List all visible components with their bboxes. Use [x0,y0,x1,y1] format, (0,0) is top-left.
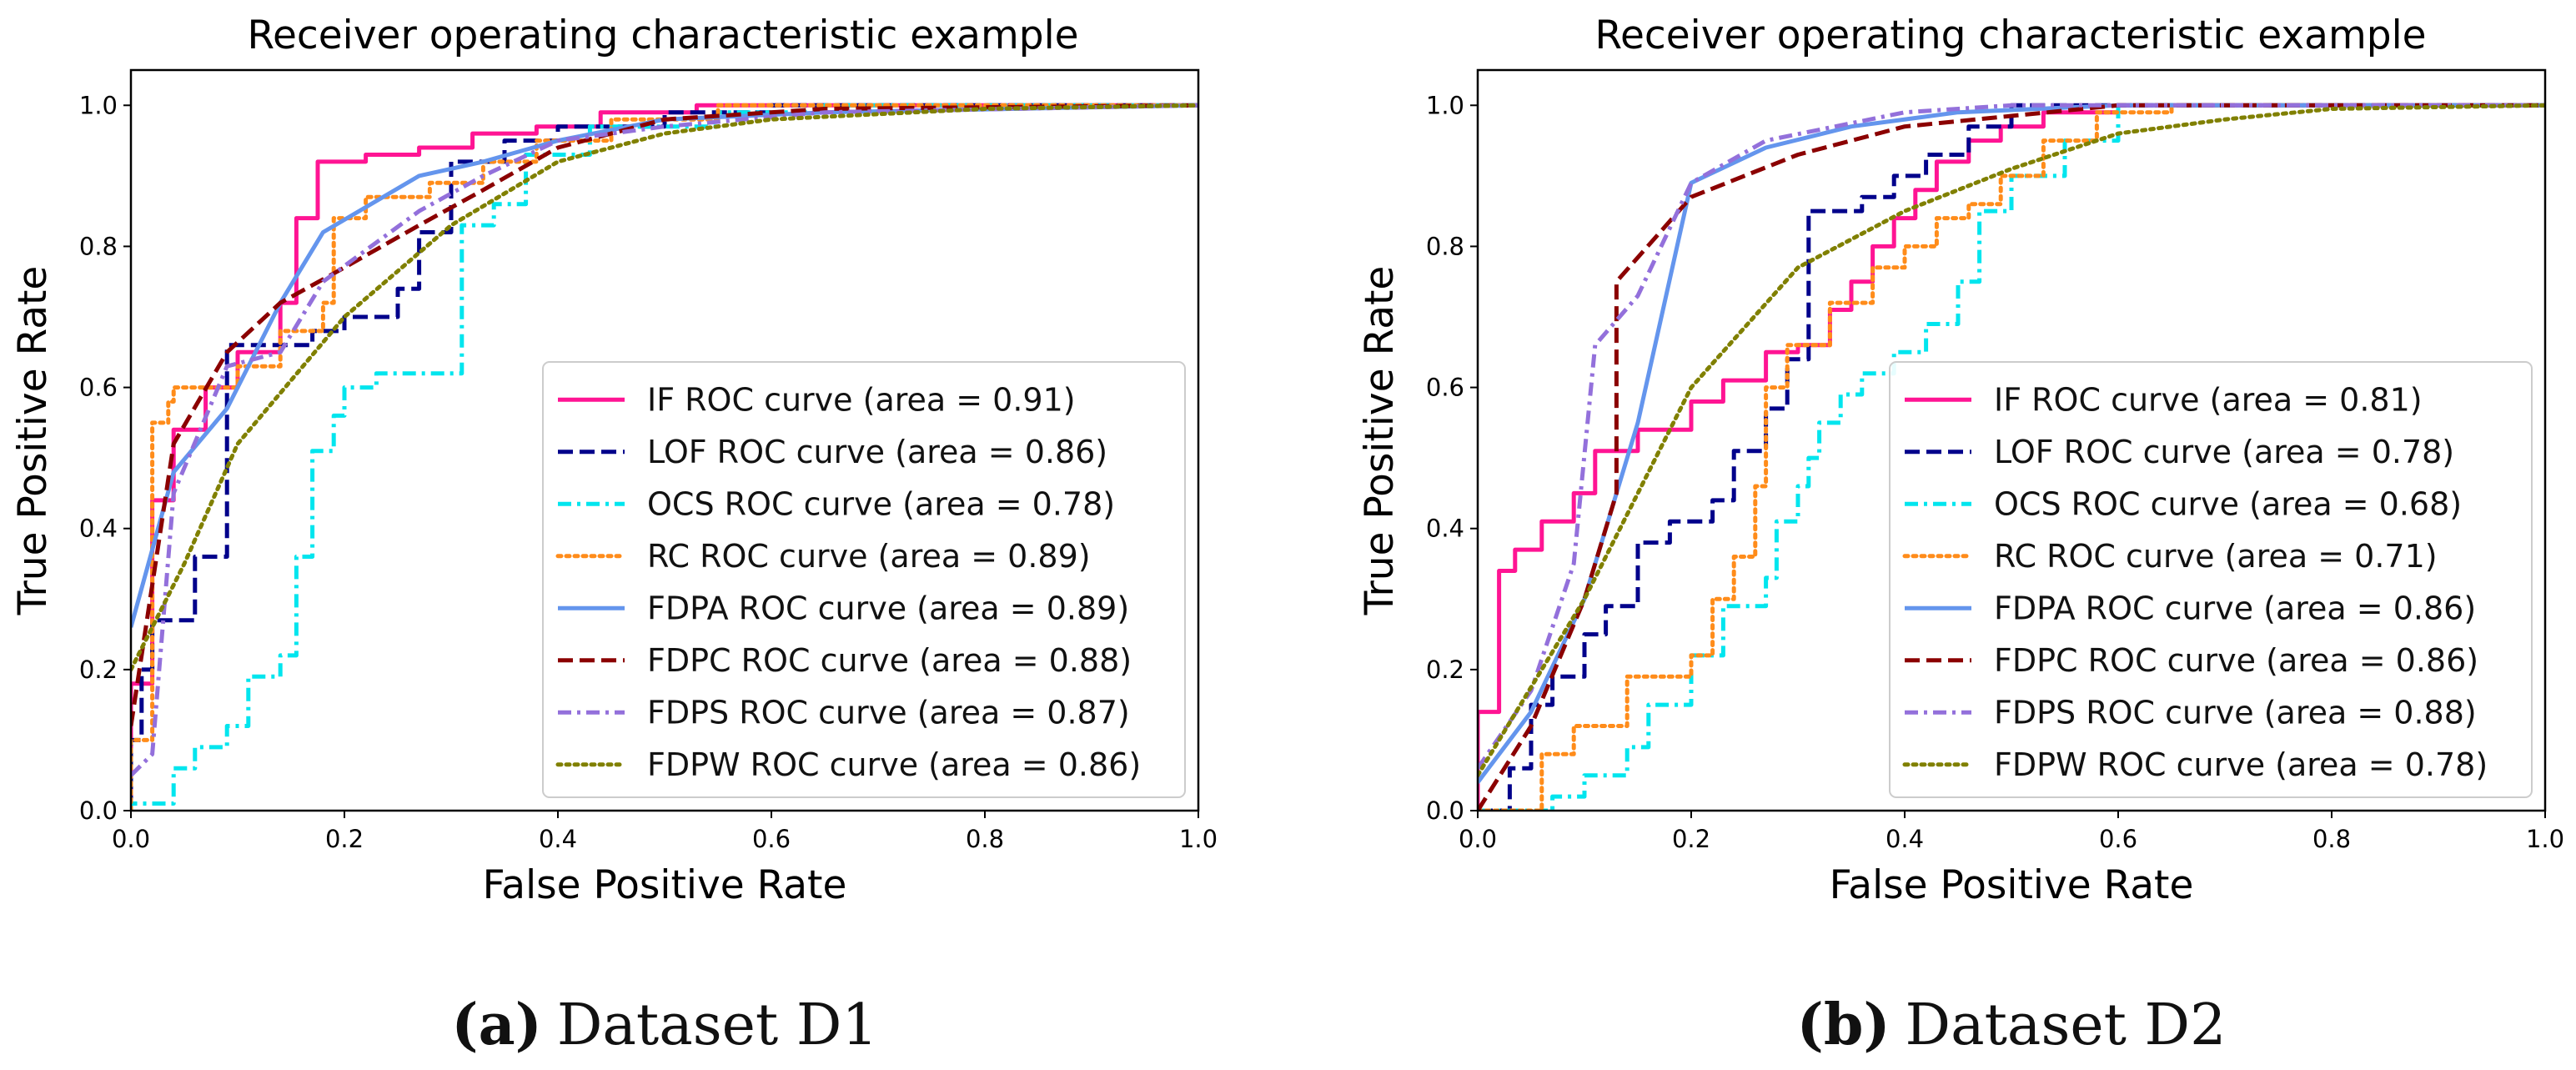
legend: IF ROC curve (area = 0.91) LOF ROC curve … [542,361,1186,798]
y-axis-label: True Positive Rate [10,266,56,616]
series-fdps-line [1478,103,2545,770]
y-tick-label: 0.6 [1426,374,1464,402]
y-axis-label: True Positive Rate [1357,266,1403,616]
y-tick-label: 0.0 [1426,796,1464,825]
legend-label-if: IF ROC curve (area = 0.91) [647,381,1076,418]
x-tick-label: 0.2 [325,825,364,853]
caption-b: (b) Dataset D2 [1797,992,2227,1058]
chart-title: Receiver operating characteristic exampl… [247,13,1078,58]
y-tick-label: 1.0 [1426,91,1464,119]
x-tick-label: 0.4 [1886,825,1924,853]
x-tick-label: 0.4 [539,825,577,853]
y-tick-label: 0.8 [79,232,118,260]
plot-area [129,68,1200,812]
panel-b: Receiver operating characteristic exampl… [1357,13,2564,1058]
legend-label-fdps: FDPS ROC curve (area = 0.88) [1994,694,2477,731]
y-tick-label: 0.2 [1426,656,1464,684]
x-tick-label: 0.0 [1459,825,1497,853]
legend-label-fdpw: FDPW ROC curve (area = 0.86) [647,746,1141,783]
caption-a-letter: (a) [451,992,541,1058]
y-tick-label: 0.6 [79,374,118,402]
y-tick-label: 0.0 [79,796,118,825]
series-lof-line [1478,103,2545,811]
legend-box [542,361,1186,798]
legend-label-lof: LOF ROC curve (area = 0.86) [647,434,1107,470]
legend-label-fdps: FDPS ROC curve (area = 0.87) [647,694,1130,731]
x-tick-label: 0.6 [2099,825,2137,853]
series-fdpc-line [1478,103,2545,811]
y-tick-label: 0.2 [79,656,118,684]
legend-label-fdpa: FDPA ROC curve (area = 0.89) [647,590,1129,626]
series-ocs-line [1478,103,2545,811]
y-tick-label: 0.4 [79,515,118,543]
chart-title: Receiver operating characteristic exampl… [1594,13,2426,58]
x-tick-label: 0.8 [2312,825,2351,853]
legend-label-fdpc: FDPC ROC curve (area = 0.88) [647,642,1132,679]
x-tick-label: 0.8 [966,825,1004,853]
x-axis-label: False Positive Rate [1830,862,2194,908]
plot-area [1476,68,2547,812]
caption-a: (a) Dataset D1 [451,992,877,1058]
series-fdpa-line [1478,103,2545,784]
x-axis-label: False Positive Rate [483,862,847,908]
y-tick-label: 1.0 [79,91,118,119]
panel-a: Receiver operating characteristic exampl… [10,13,1218,1058]
series-rc-line [1478,103,2545,811]
legend-label-fdpa: FDPA ROC curve (area = 0.86) [1994,590,2476,626]
x-tick-label: 0.6 [752,825,791,853]
legend-label-fdpc: FDPC ROC curve (area = 0.86) [1994,642,2478,679]
series-fdps-line [131,103,1198,777]
legend-label-if: IF ROC curve (area = 0.81) [1994,381,2423,418]
series-fdpw-line [131,103,1198,672]
legend: IF ROC curve (area = 0.81) LOF ROC curve … [1889,361,2533,798]
legend-label-rc: RC ROC curve (area = 0.71) [1994,538,2438,575]
caption-b-letter: (b) [1797,992,1891,1058]
legend-label-fdpw: FDPW ROC curve (area = 0.78) [1994,746,2488,783]
x-tick-label: 1.0 [2526,825,2564,853]
legend-label-rc: RC ROC curve (area = 0.89) [647,538,1091,575]
caption-a-text: Dataset D1 [557,992,878,1058]
y-tick-label: 0.4 [1426,515,1464,543]
caption-b-text: Dataset D2 [1906,992,2227,1058]
legend-label-lof: LOF ROC curve (area = 0.78) [1994,434,2454,470]
y-tick-label: 0.8 [1426,232,1464,260]
x-tick-label: 1.0 [1179,825,1218,853]
legend-label-ocs: OCS ROC curve (area = 0.78) [647,485,1115,522]
series-fdpw-line [1478,103,2545,778]
series-ocs-line [131,103,1198,811]
legend-box [1889,361,2533,798]
x-tick-label: 0.0 [112,825,150,853]
legend-label-ocs: OCS ROC curve (area = 0.68) [1994,485,2462,522]
series-fdpc-line [131,103,1198,726]
x-tick-label: 0.2 [1672,825,1710,853]
